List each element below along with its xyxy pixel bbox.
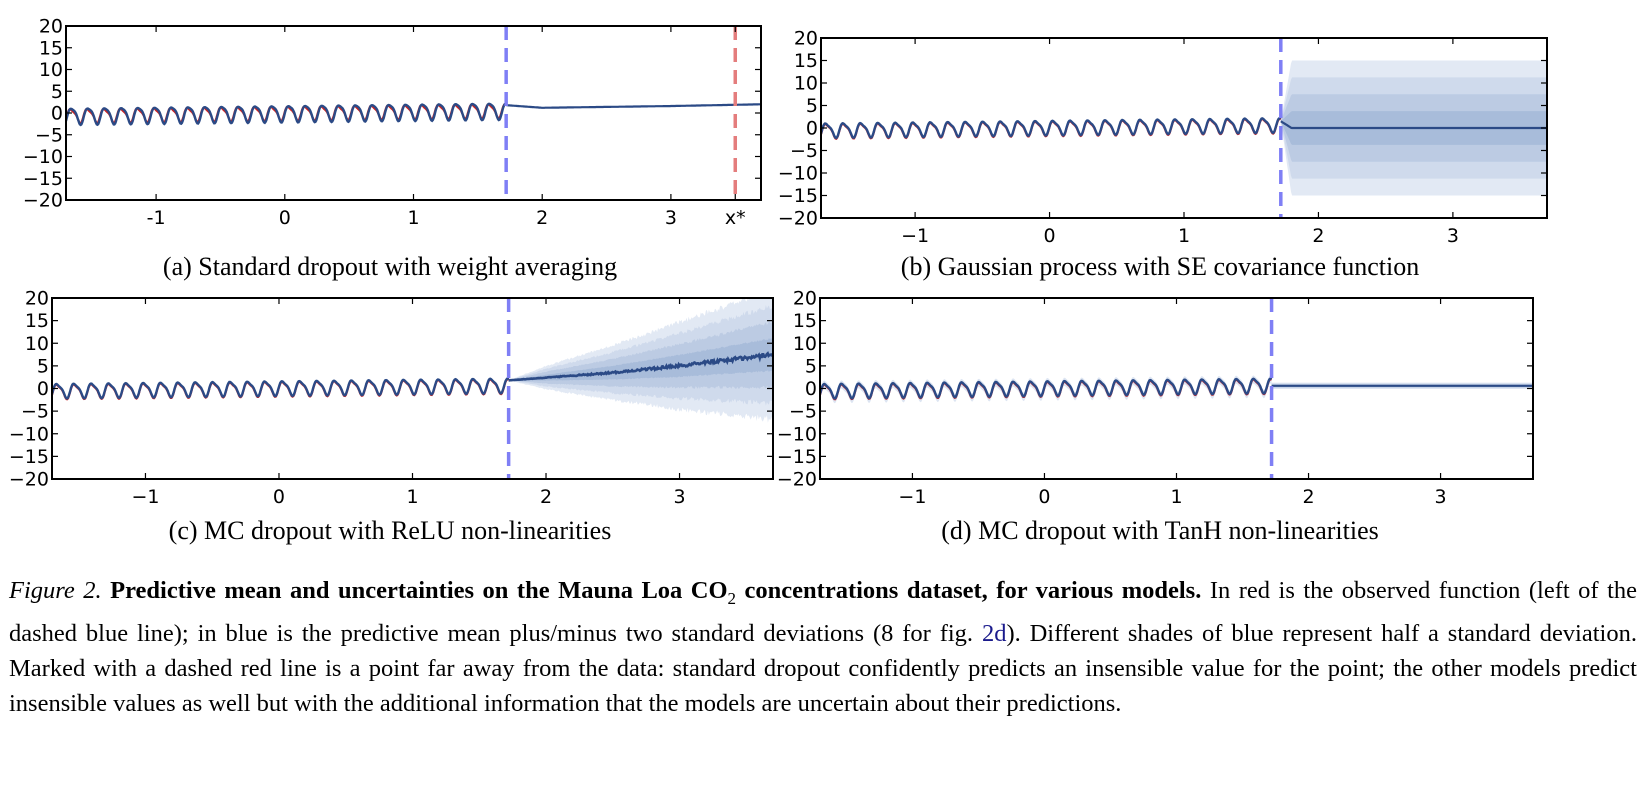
panel-caption: (b) Gaussian process with SE covariance … bbox=[901, 252, 1419, 281]
mean-line-observed bbox=[52, 377, 510, 400]
panel-caption: (a) Standard dropout with weight averagi… bbox=[163, 252, 617, 281]
y-tick-label: −5 bbox=[789, 401, 817, 423]
y-tick-label: 10 bbox=[25, 333, 49, 355]
y-tick-label: −10 bbox=[9, 423, 49, 445]
panel-caption: (c) MC dropout with ReLU non-linearities bbox=[169, 516, 612, 545]
y-tick-label: −10 bbox=[23, 146, 63, 168]
y-tick-label: −20 bbox=[23, 190, 63, 212]
y-tick-label: 20 bbox=[25, 288, 49, 310]
y-tick-label: 0 bbox=[805, 378, 817, 400]
plot-area bbox=[821, 60, 1547, 196]
y-tick-label: −5 bbox=[21, 401, 49, 423]
y-tick-label: 0 bbox=[37, 378, 49, 400]
y-tick-label: −20 bbox=[777, 469, 817, 491]
mean-line-extrapolated bbox=[508, 351, 773, 382]
axes-frame bbox=[65, 25, 762, 201]
y-tick-label: 15 bbox=[39, 37, 63, 59]
y-tick-label: 20 bbox=[39, 16, 63, 38]
caption-figure-link[interactable]: 2d bbox=[981, 619, 1007, 647]
y-tick-label: 0 bbox=[806, 118, 818, 140]
x-tick-label: 3 bbox=[665, 207, 677, 229]
x-tick-label: 0 bbox=[279, 207, 291, 229]
caption-text-1: In red is the observed function (left of… bbox=[9, 577, 1638, 647]
x-tick-label: 3 bbox=[1447, 225, 1459, 247]
x-tick-label: 1 bbox=[1178, 225, 1190, 247]
mean-line-extrapolated bbox=[1280, 120, 1547, 130]
caption-title-part2: concentrations dataset, for various mode… bbox=[736, 577, 1202, 604]
mean-line-observed bbox=[66, 102, 507, 127]
x-tick-label: 0 bbox=[273, 486, 285, 508]
y-tick-label: 15 bbox=[794, 50, 818, 72]
y-tick-label: 15 bbox=[25, 310, 49, 332]
x-tick-label: 0 bbox=[1044, 225, 1056, 247]
plot-area bbox=[66, 102, 761, 127]
y-tick-label: 5 bbox=[806, 95, 818, 117]
plot-area bbox=[820, 375, 1533, 404]
y-tick-label: −5 bbox=[790, 140, 818, 162]
x-tick-label: 2 bbox=[1312, 225, 1324, 247]
uncertainty-band-1 bbox=[508, 338, 773, 381]
x-tick-label: -1 bbox=[147, 207, 166, 229]
x-tick-label: 3 bbox=[1435, 486, 1447, 508]
y-tick-label: −10 bbox=[778, 163, 818, 185]
y-tick-label: 20 bbox=[793, 288, 817, 310]
x-tick-label: 1 bbox=[1170, 486, 1182, 508]
y-tick-label: 5 bbox=[37, 355, 49, 377]
mean-line-observed bbox=[821, 116, 1282, 140]
x-tick-label: −1 bbox=[898, 486, 926, 508]
x-tick-label: x* bbox=[725, 207, 746, 229]
x-tick-label: 1 bbox=[407, 207, 419, 229]
y-tick-label: 0 bbox=[51, 103, 63, 125]
caption-text-2: ). Different shades of blue represent ha… bbox=[9, 619, 1637, 717]
y-tick-label: −10 bbox=[777, 423, 817, 445]
caption-title-subscript: 2 bbox=[727, 588, 737, 608]
x-tick-label: 2 bbox=[540, 486, 552, 508]
x-tick-label: 3 bbox=[673, 486, 685, 508]
y-tick-label: −5 bbox=[35, 124, 63, 146]
x-tick-label: 2 bbox=[536, 207, 548, 229]
x-tick-label: −1 bbox=[901, 225, 929, 247]
panel-caption: (d) MC dropout with TanH non-linearities bbox=[941, 516, 1378, 545]
y-tick-label: 20 bbox=[794, 28, 818, 50]
x-tick-label: −1 bbox=[131, 486, 159, 508]
figure-caption: Figure 2. Predictive mean and uncertaint… bbox=[9, 573, 1637, 721]
y-tick-label: 15 bbox=[793, 310, 817, 332]
y-tick-label: −15 bbox=[777, 446, 817, 468]
mean-line-extrapolated bbox=[506, 103, 761, 109]
y-tick-label: 10 bbox=[793, 333, 817, 355]
y-tick-label: −15 bbox=[23, 168, 63, 190]
x-tick-label: 2 bbox=[1302, 486, 1314, 508]
caption-label: Figure 2. bbox=[9, 577, 102, 604]
y-tick-label: −15 bbox=[778, 185, 818, 207]
x-tick-label: 0 bbox=[1038, 486, 1050, 508]
x-tick-label: 1 bbox=[406, 486, 418, 508]
plot-area bbox=[52, 298, 773, 423]
y-tick-label: −20 bbox=[778, 208, 818, 230]
caption-title-part1: Predictive mean and uncertainties on the… bbox=[110, 577, 728, 604]
mean-line-observed bbox=[820, 377, 1273, 400]
caption-title: Predictive mean and uncertainties on the… bbox=[110, 577, 1202, 608]
y-tick-label: −20 bbox=[9, 469, 49, 491]
y-tick-label: −15 bbox=[9, 446, 49, 468]
y-tick-label: 5 bbox=[805, 355, 817, 377]
y-tick-label: 5 bbox=[51, 81, 63, 103]
y-tick-label: 10 bbox=[39, 59, 63, 81]
y-tick-label: 10 bbox=[794, 73, 818, 95]
